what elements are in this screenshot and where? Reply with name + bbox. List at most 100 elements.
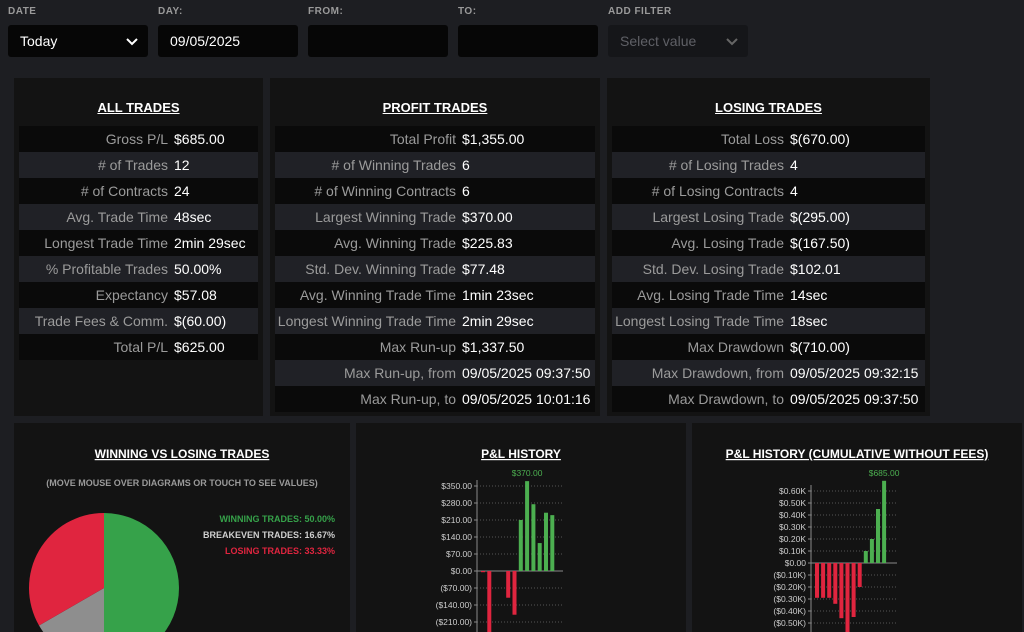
filter-input[interactable] bbox=[458, 25, 598, 57]
stat-row: Std. Dev. Losing Trade $102.01 bbox=[612, 256, 925, 282]
stat-row: # of Winning Trades 6 bbox=[275, 152, 595, 178]
stat-value: $(167.50) bbox=[790, 235, 850, 251]
filter-label: ADD FILTER bbox=[608, 6, 672, 17]
stat-label: Total Loss bbox=[720, 131, 784, 147]
stat-value: $370.00 bbox=[462, 209, 513, 225]
stat-value: $1,355.00 bbox=[462, 131, 525, 147]
stat-row: Longest Trade Time 2min 29sec bbox=[19, 230, 258, 256]
stat-label: # of Trades bbox=[97, 157, 168, 173]
stat-value: $(670.00) bbox=[790, 131, 850, 147]
stat-label: Largest Winning Trade bbox=[315, 209, 456, 225]
bar bbox=[506, 571, 511, 598]
stat-row: Longest Losing Trade Time 18sec bbox=[612, 308, 925, 334]
stat-row: # of Losing Contracts 4 bbox=[612, 178, 925, 204]
stat-row: Largest Losing Trade $(295.00) bbox=[612, 204, 925, 230]
bar bbox=[550, 515, 555, 571]
stat-label: Max Drawdown, from bbox=[651, 365, 784, 381]
stat-label: Max Run-up bbox=[379, 339, 456, 355]
stat-label: Max Drawdown, to bbox=[668, 391, 784, 407]
stat-row: Max Run-up, from 09/05/2025 09:37:50 bbox=[275, 360, 595, 386]
stat-value: 09/05/2025 09:32:15 bbox=[790, 365, 919, 381]
stat-row: Expectancy $57.08 bbox=[19, 282, 258, 308]
panel-title: LOSING TRADES bbox=[715, 100, 822, 115]
y-tick-label: ($0.50K) bbox=[773, 618, 806, 628]
bar bbox=[487, 571, 492, 632]
stat-row: Gross P/L $685.00 bbox=[19, 126, 258, 152]
stat-row: Avg. Losing Trade $(167.50) bbox=[612, 230, 925, 256]
stat-value: 09/05/2025 09:37:50 bbox=[462, 365, 591, 381]
bar bbox=[512, 571, 517, 615]
y-tick-label: ($0.40K) bbox=[773, 606, 806, 616]
stat-value: 50.00% bbox=[174, 261, 222, 277]
y-tick-label: $0.10K bbox=[779, 546, 806, 556]
stats-panel: ALL TRADES Gross P/L $685.00 # of Trades 12 #… bbox=[14, 78, 263, 416]
y-tick-label: ($0.10K) bbox=[773, 570, 806, 580]
stat-label: # of Winning Contracts bbox=[314, 183, 456, 199]
filter-label: FROM: bbox=[308, 6, 344, 17]
bar bbox=[851, 563, 856, 617]
stat-label: Total Profit bbox=[389, 131, 456, 147]
stat-label: Max Run-up, to bbox=[360, 391, 456, 407]
legend-entry: LOSING TRADES: 33.33% bbox=[225, 546, 335, 556]
y-tick-label: $0.00 bbox=[785, 558, 807, 568]
filter-label: TO: bbox=[458, 6, 477, 17]
bar bbox=[821, 563, 826, 598]
stat-label: Gross P/L bbox=[105, 131, 168, 147]
stat-row: Max Run-up $1,337.50 bbox=[275, 334, 595, 360]
stat-row: Trade Fees & Comm. $(60.00) bbox=[19, 308, 258, 334]
filter-label: DAY: bbox=[158, 6, 183, 17]
stat-row: # of Trades 12 bbox=[19, 152, 258, 178]
stat-label: Avg. Losing Trade Time bbox=[637, 287, 784, 303]
filter-placeholder: Select value bbox=[620, 33, 697, 49]
stats-panel: PROFIT TRADES Total Profit $1,355.00 # of W… bbox=[270, 78, 600, 416]
stat-label: Trade Fees & Comm. bbox=[34, 313, 168, 329]
data-label: $685.00 bbox=[869, 468, 900, 478]
pie-slice bbox=[28, 513, 104, 626]
stat-value: 2min 29sec bbox=[174, 235, 246, 251]
bar bbox=[544, 512, 548, 571]
filter-label: DATE bbox=[8, 6, 37, 17]
bar bbox=[882, 480, 887, 563]
chevron bbox=[726, 38, 738, 46]
chart-title: P&L HISTORY bbox=[481, 447, 561, 461]
stat-value: 1min 23sec bbox=[462, 287, 534, 303]
stat-value: $(60.00) bbox=[174, 313, 227, 329]
stat-row: Avg. Losing Trade Time 14sec bbox=[612, 282, 925, 308]
stat-value: 09/05/2025 09:37:50 bbox=[790, 391, 919, 407]
stat-label: Expectancy bbox=[95, 287, 168, 303]
stat-label: Longest Losing Trade Time bbox=[615, 313, 784, 329]
filter-input[interactable] bbox=[308, 25, 448, 57]
pie-slice bbox=[39, 588, 104, 632]
stat-value: 2min 29sec bbox=[462, 313, 534, 329]
y-tick-label: ($140.00) bbox=[436, 600, 473, 610]
stat-value: $(295.00) bbox=[790, 209, 850, 225]
bar bbox=[531, 504, 536, 571]
bar bbox=[845, 563, 850, 632]
stat-value: 6 bbox=[462, 183, 470, 199]
filter-value: 09/05/2025 bbox=[170, 33, 241, 49]
y-tick-label: $0.40K bbox=[779, 510, 806, 520]
panel-title: ALL TRADES bbox=[97, 100, 180, 115]
stat-label: Total P/L bbox=[113, 339, 168, 355]
filter-input[interactable]: 09/05/2025 bbox=[158, 25, 298, 57]
stat-row: # of Winning Contracts 6 bbox=[275, 178, 595, 204]
filter-input[interactable]: Today bbox=[8, 25, 148, 57]
stat-row: Max Drawdown, to 09/05/2025 09:37:50 bbox=[612, 386, 925, 412]
y-tick-label: $210.00 bbox=[441, 515, 472, 525]
stat-value: $625.00 bbox=[174, 339, 225, 355]
stat-value: 6 bbox=[462, 157, 470, 173]
y-tick-label: $0.00 bbox=[451, 566, 473, 576]
stat-label: Avg. Winning Trade Time bbox=[299, 287, 456, 303]
stat-row: Total Loss $(670.00) bbox=[612, 126, 925, 152]
stat-row: Longest Winning Trade Time 2min 29sec bbox=[275, 308, 595, 334]
stat-label: Avg. Winning Trade bbox=[334, 235, 456, 251]
y-tick-label: $350.00 bbox=[441, 481, 472, 491]
y-tick-label: ($210.00) bbox=[436, 617, 473, 627]
chart-subtitle: (MOVE MOUSE OVER DIAGRAMS OR TOUCH TO SE… bbox=[46, 478, 318, 488]
stat-value: $225.83 bbox=[462, 235, 513, 251]
stat-row: Avg. Winning Trade $225.83 bbox=[275, 230, 595, 256]
filter-input[interactable]: Select value bbox=[608, 25, 748, 57]
stat-value: $102.01 bbox=[790, 261, 841, 277]
y-tick-label: ($0.20K) bbox=[773, 582, 806, 592]
